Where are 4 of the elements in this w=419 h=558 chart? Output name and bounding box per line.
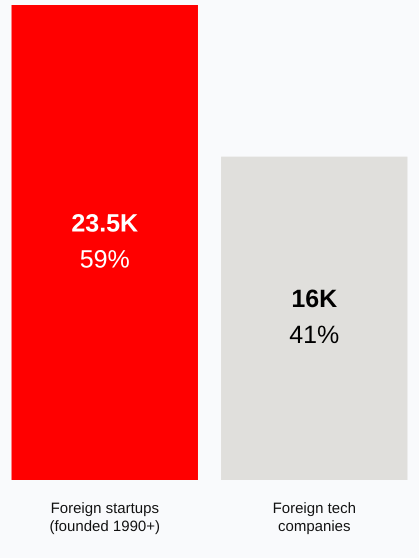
data-label: 23.5K 59% xyxy=(71,209,138,274)
x-tick-label: Foreign startups (founded 1990+) xyxy=(49,500,160,536)
x-tick-label: Foreign tech companies xyxy=(272,500,356,536)
data-label: 16K 41% xyxy=(289,285,340,350)
